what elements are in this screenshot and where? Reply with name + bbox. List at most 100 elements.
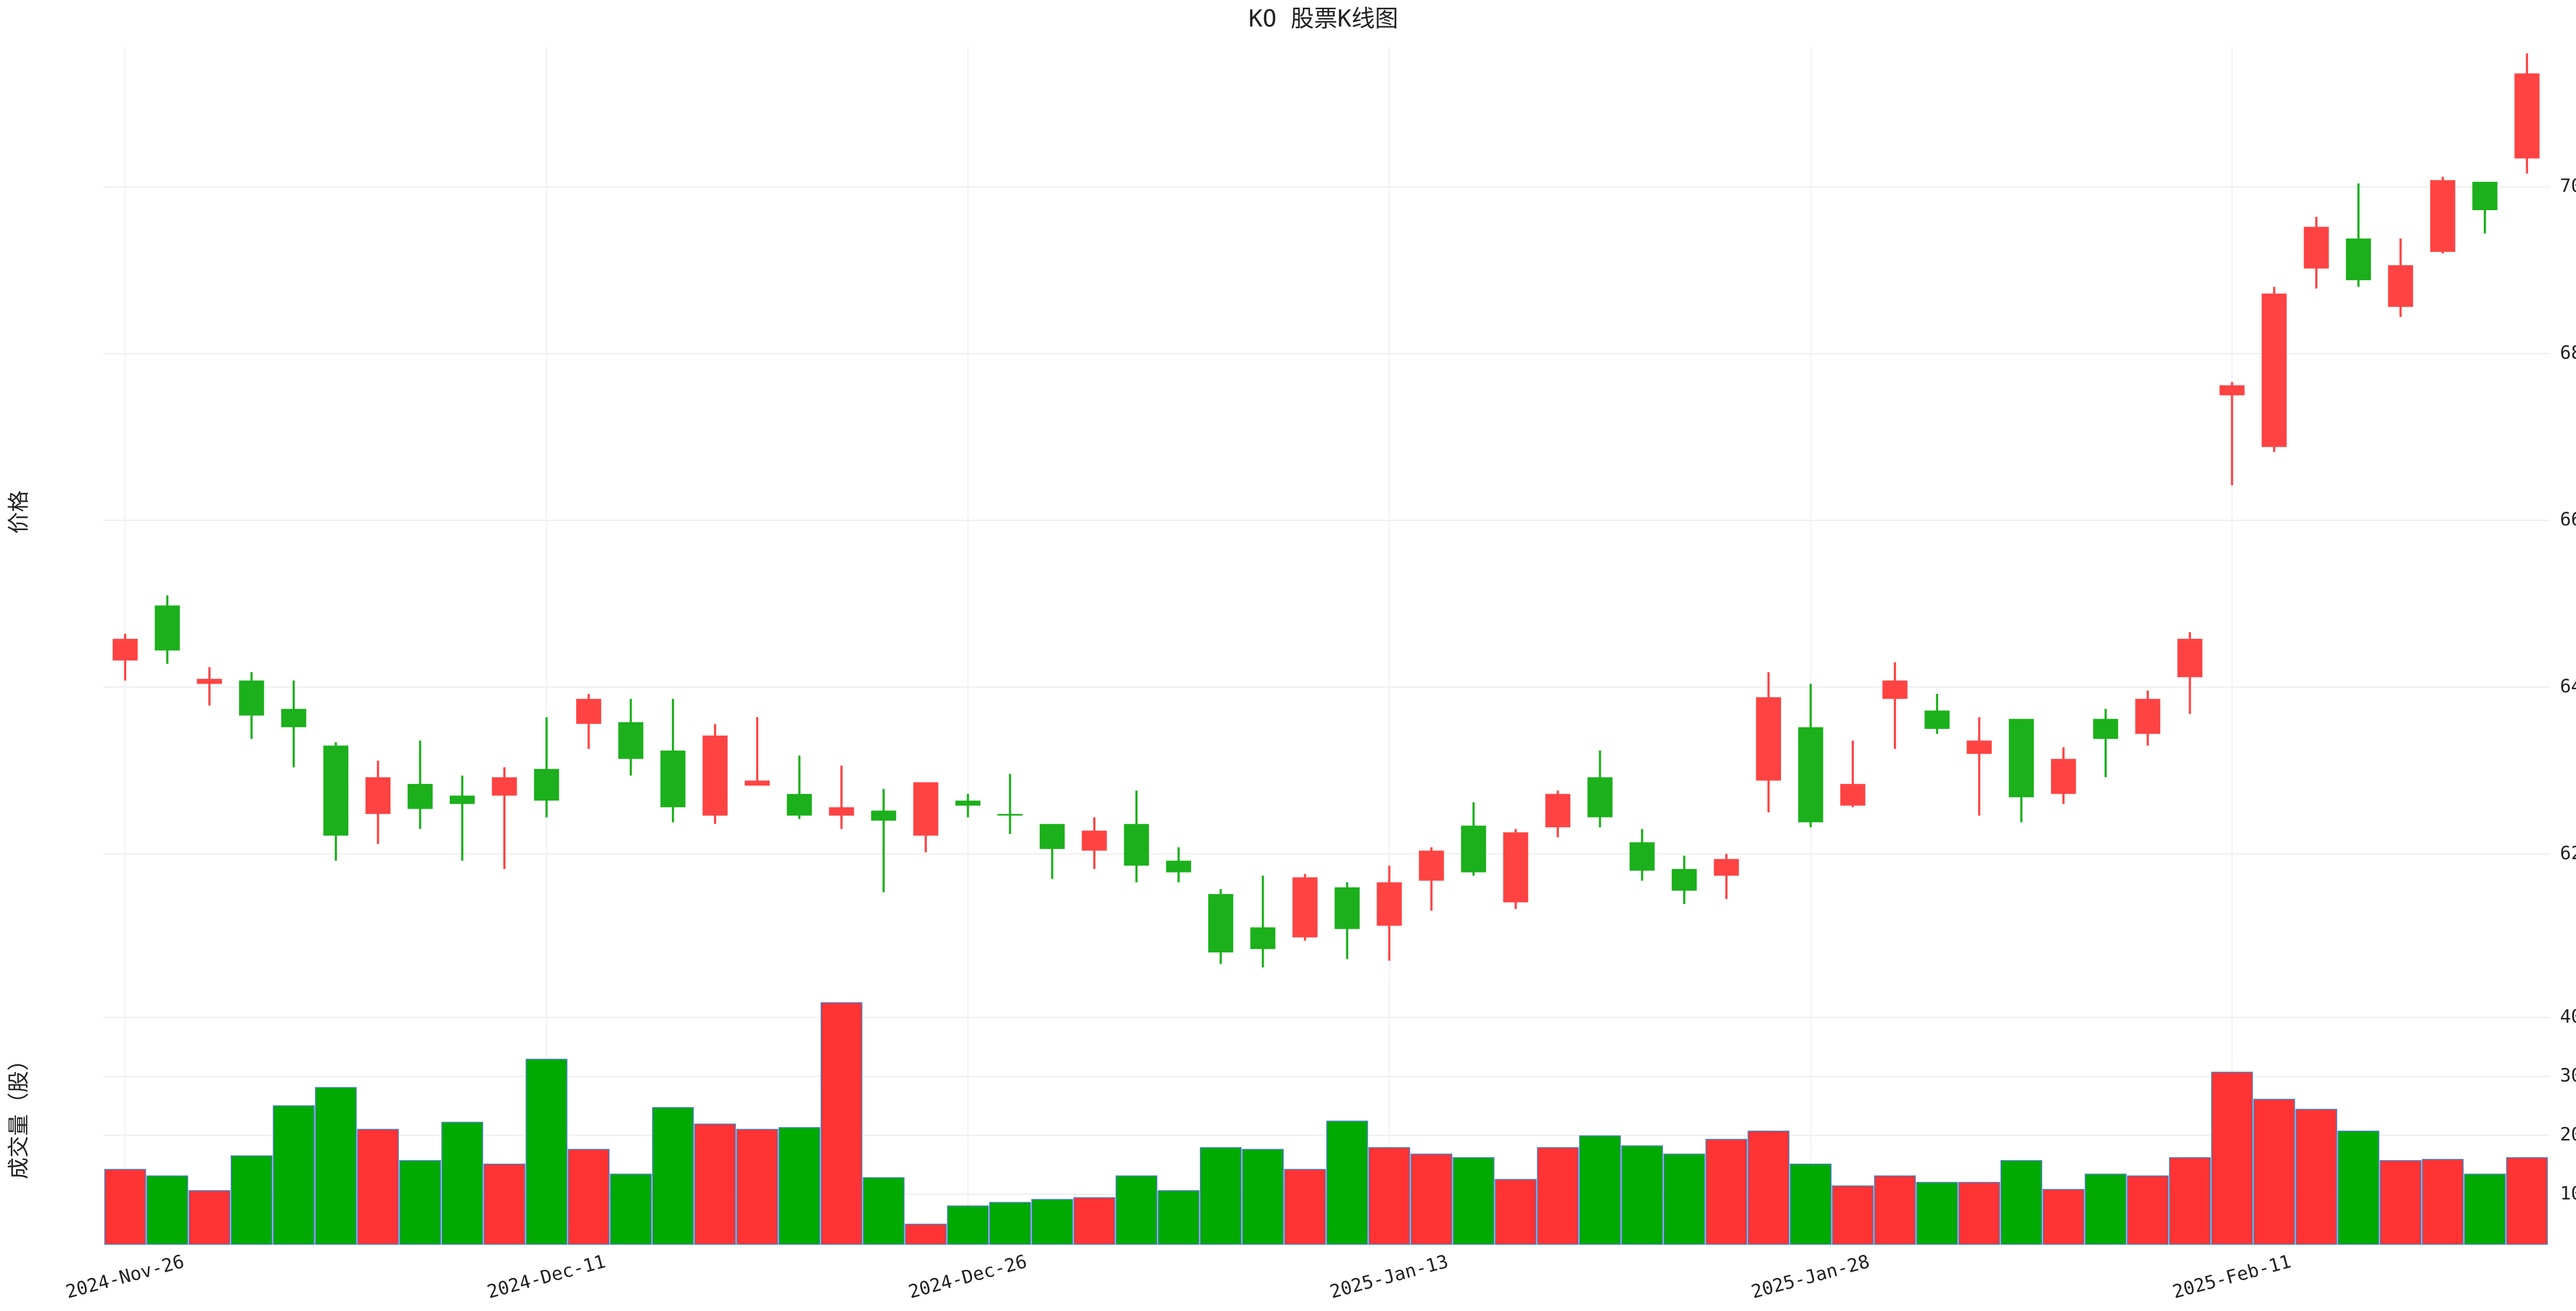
candle-body — [829, 807, 854, 816]
candle-body — [1503, 832, 1529, 903]
volume-bar — [1199, 1147, 1242, 1245]
volume-bar — [820, 1002, 862, 1245]
candle-body — [155, 605, 180, 651]
candle-body — [1208, 894, 1233, 952]
volume-bar — [1537, 1147, 1579, 1245]
candle-body — [1081, 830, 1107, 851]
candle-body — [1967, 740, 1992, 754]
volume-bar — [989, 1202, 1031, 1245]
volume-bar — [2253, 1099, 2295, 1245]
candle-body — [1671, 869, 1697, 891]
y-tick-label: 62 — [2560, 843, 2576, 864]
volume-bar — [1789, 1163, 1832, 1245]
volume-bar — [947, 1205, 989, 1245]
candle-body — [2514, 73, 2540, 159]
volume-bar — [2506, 1157, 2548, 1245]
chart-title: KO 股票K线图 — [1248, 5, 1398, 32]
candle-body — [2219, 385, 2245, 396]
candle-body — [997, 814, 1023, 816]
volume-bar — [2380, 1160, 2422, 1245]
volume-bar — [1242, 1149, 1284, 1245]
volume-bar — [1832, 1185, 1874, 1245]
candle-body — [112, 639, 138, 661]
candle-body — [2472, 181, 2498, 210]
volume-bar — [441, 1121, 483, 1245]
volume-bar — [1916, 1182, 1958, 1245]
candle-body — [2050, 759, 2076, 794]
candle-body — [365, 777, 391, 814]
candle-body — [197, 678, 222, 684]
candle-body — [281, 709, 307, 727]
candle-body — [1334, 887, 1360, 929]
volume-bar — [2295, 1109, 2337, 1245]
volume-bar — [1115, 1175, 1158, 1245]
volume-bar — [694, 1123, 736, 1245]
candle-body — [1630, 842, 1655, 871]
candle-body — [2135, 699, 2161, 734]
volume-bar — [273, 1105, 315, 1245]
volume-bar — [189, 1190, 231, 1245]
volume-bar — [2084, 1173, 2127, 1245]
candle-body — [2093, 719, 2119, 739]
volume-tick-label: 30.0M — [2560, 1065, 2576, 1086]
candle-body — [2346, 239, 2371, 280]
volume-bar — [1368, 1147, 1411, 1245]
volume-bar — [357, 1129, 399, 1245]
volume-bar — [652, 1107, 694, 1245]
volume-bar — [1874, 1175, 1916, 1245]
candle-body — [1545, 794, 1571, 828]
volume-bar — [1326, 1120, 1368, 1245]
volume-tick-label: 20.0M — [2560, 1124, 2576, 1145]
candle-body — [1587, 777, 1613, 818]
candle-body — [449, 795, 475, 804]
candle-body — [2009, 719, 2034, 797]
candle-body — [576, 699, 601, 724]
volume-bar — [778, 1127, 821, 1245]
volume-bar — [609, 1173, 652, 1245]
candle-body — [1714, 859, 1739, 876]
candle-body — [618, 722, 643, 759]
volume-tick-label: 10.0M — [2560, 1183, 2576, 1204]
volume-bar — [568, 1149, 610, 1245]
volume-bar — [1495, 1179, 1537, 1245]
volume-bar — [2127, 1175, 2169, 1245]
candle-body — [955, 801, 981, 806]
volume-bar — [230, 1155, 273, 1245]
volume-bar — [526, 1059, 568, 1245]
volume-bar — [862, 1177, 905, 1245]
volume-bar — [1284, 1169, 1326, 1245]
volume-bar — [1579, 1135, 1621, 1245]
volume-bar — [1452, 1157, 1495, 1245]
candle-body — [1039, 824, 1065, 849]
volume-bar — [1621, 1145, 1663, 1245]
volume-bar — [905, 1223, 947, 1245]
candle-body — [2303, 227, 2329, 269]
candle-body — [1124, 824, 1149, 866]
volume-bar — [315, 1087, 357, 1245]
volume-bar — [146, 1175, 189, 1245]
candle-body — [492, 777, 517, 796]
volume-bar — [2000, 1160, 2042, 1245]
volume-bar — [2464, 1173, 2506, 1245]
y-tick-label: 68 — [2560, 342, 2576, 363]
volume-bar — [399, 1160, 441, 1245]
volume-bar — [1031, 1199, 1073, 1245]
volume-bar — [1663, 1153, 1705, 1245]
candle-body — [787, 794, 812, 816]
candle-body — [702, 735, 728, 816]
candle-body — [1798, 727, 1823, 823]
volume-bar — [2042, 1189, 2084, 1245]
candle-body — [2177, 639, 2202, 677]
candle-body — [1250, 927, 1276, 949]
volume-bar — [2211, 1071, 2253, 1245]
volume-bar — [483, 1163, 526, 1245]
volume-bar — [2169, 1157, 2211, 1245]
candle-body — [744, 780, 770, 786]
candle-body — [871, 810, 896, 821]
candle-body — [2430, 180, 2455, 252]
y-tick-label: 66 — [2560, 509, 2576, 530]
